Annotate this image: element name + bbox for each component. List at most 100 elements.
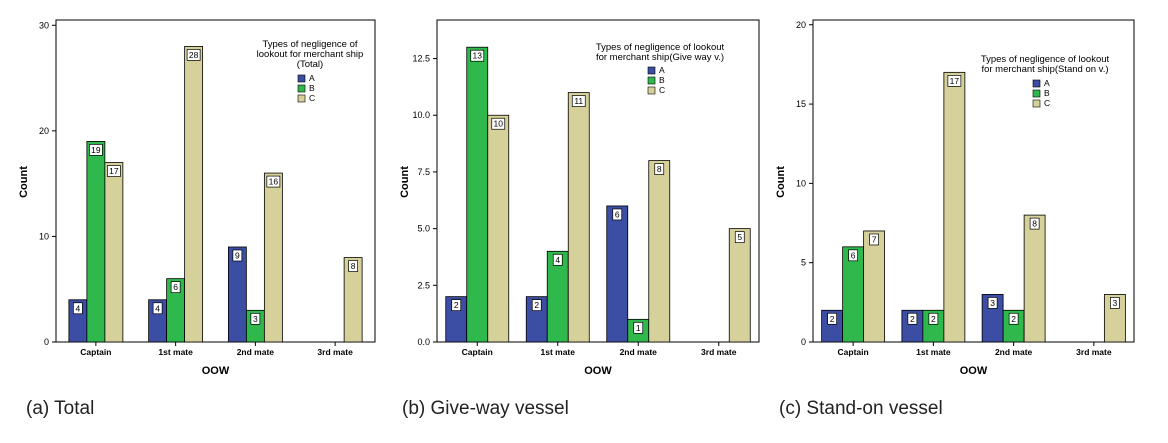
- legend-title-line: Types of negligence of lookout: [596, 42, 725, 53]
- x-tick-label: 2nd mate: [237, 347, 275, 357]
- bar-a: [606, 205, 629, 343]
- data-label: 9: [235, 250, 240, 260]
- x-axis-label: OOW: [584, 365, 612, 377]
- x-tick-label: 3rd mate: [701, 347, 737, 357]
- data-label-box: [470, 49, 485, 62]
- data-label: 6: [173, 282, 178, 292]
- bar-c: [343, 257, 363, 343]
- legend-label-b: B: [659, 75, 665, 85]
- legend-label-a: A: [1044, 78, 1050, 88]
- caption-total: (a) Total: [26, 398, 95, 419]
- y-tick-label: 30: [39, 20, 49, 30]
- x-tick-label: Captain: [80, 347, 111, 357]
- bar-c: [1023, 214, 1046, 343]
- data-label: 6: [851, 250, 856, 260]
- data-label-box: [186, 49, 201, 61]
- data-label: 2: [910, 314, 915, 324]
- data-label-box: [734, 231, 745, 243]
- data-label-box: [907, 312, 918, 325]
- bar-chart-total: 0 10 20 30 Count OOW Captain 4 19 17 1st mate 4 6 28 2…: [18, 19, 376, 377]
- bar-c: [863, 230, 886, 343]
- bar-c: [184, 45, 204, 343]
- data-label: 8: [657, 164, 662, 174]
- y-tick-label: 5: [801, 258, 806, 268]
- bar-c: [648, 160, 671, 343]
- data-label-box: [232, 249, 243, 262]
- data-label-box: [107, 165, 121, 177]
- y-tick-label: 10: [39, 231, 49, 241]
- x-axis-label: OOW: [960, 365, 988, 377]
- data-label: 2: [931, 314, 936, 324]
- legend-swatch-c: [297, 94, 306, 103]
- data-label: 11: [574, 96, 583, 106]
- data-label: 17: [950, 76, 960, 86]
- data-label-box: [1008, 312, 1019, 325]
- y-tick-label: 10.0: [412, 110, 430, 120]
- data-label: 28: [189, 50, 199, 60]
- data-label: 3: [253, 314, 258, 324]
- data-label-box: [89, 144, 103, 156]
- legend-swatch-b: [1032, 89, 1041, 98]
- data-label: 2: [534, 300, 539, 310]
- data-label-box: [654, 163, 665, 175]
- legend-swatch-a: [647, 66, 656, 75]
- legend-swatch-b: [647, 76, 656, 85]
- data-label: 4: [555, 255, 560, 265]
- plot-frame: [55, 19, 376, 343]
- y-axis-label: Count: [775, 166, 787, 198]
- data-label: 4: [155, 303, 160, 313]
- data-label-box: [531, 299, 542, 311]
- data-label-box: [928, 312, 939, 325]
- bar-c: [1103, 294, 1126, 343]
- y-tick-label: 10: [796, 178, 806, 188]
- data-label-box: [73, 302, 83, 315]
- y-tick-label: 12.5: [412, 54, 430, 64]
- legend-swatch-a: [1032, 79, 1041, 88]
- data-label: 7: [872, 234, 877, 244]
- bar-chart-stand-on: 0 5 10 15 20 Count OOW Captain 2 6 7 1st mate 2 2 17 2n…: [775, 19, 1135, 377]
- bar-b: [86, 141, 106, 343]
- x-tick-label: 2nd mate: [995, 347, 1033, 357]
- legend-label-c: C: [309, 93, 315, 103]
- legend-label-a: A: [309, 73, 315, 83]
- data-label-box: [848, 249, 858, 262]
- data-label-box: [250, 312, 261, 325]
- x-axis-label: OOW: [202, 365, 230, 377]
- data-label: 3: [1113, 298, 1118, 308]
- x-tick-label: 3rd mate: [317, 347, 353, 357]
- plot-frame: [812, 19, 1135, 343]
- data-label-box: [571, 95, 586, 107]
- data-label-box: [612, 208, 623, 221]
- y-tick-label: 0: [44, 337, 49, 347]
- legend-swatch-b: [297, 84, 306, 93]
- y-tick-label: 0: [801, 337, 806, 347]
- y-tick-label: 0.0: [417, 337, 430, 347]
- data-label: 2: [454, 300, 459, 310]
- data-label-box: [266, 175, 281, 188]
- legend-swatch-c: [647, 86, 656, 95]
- legend-label-b: B: [309, 83, 315, 93]
- chart-panel-total: 0 10 20 30 Count OOW Captain 4 19 17 1st mate 4 6 28 2…: [0, 0, 385, 395]
- y-tick-label: 15: [796, 99, 806, 109]
- x-tick-label: 1st mate: [541, 347, 576, 357]
- data-label: 6: [615, 209, 620, 219]
- bar-b: [466, 46, 489, 343]
- y-tick-label: 7.5: [417, 167, 430, 177]
- y-tick-label: 2.5: [417, 280, 430, 290]
- data-label-box: [827, 312, 837, 325]
- data-label-box: [170, 281, 181, 294]
- bar-c: [943, 71, 966, 343]
- data-label: 2: [830, 314, 835, 324]
- legend-label-a: A: [659, 65, 665, 75]
- data-label: 5: [737, 232, 742, 242]
- data-label: 17: [109, 166, 119, 176]
- data-label-box: [987, 297, 998, 309]
- bar-a: [227, 246, 247, 343]
- x-tick-label: 1st mate: [158, 347, 193, 357]
- chart-panel-stand-on: 0 5 10 15 20 Count OOW Captain 2 6 7 1st mate 2 2 17 2n…: [770, 0, 1155, 395]
- legend-label-c: C: [1044, 98, 1050, 108]
- x-tick-label: Captain: [462, 347, 493, 357]
- data-label: 1: [636, 323, 641, 333]
